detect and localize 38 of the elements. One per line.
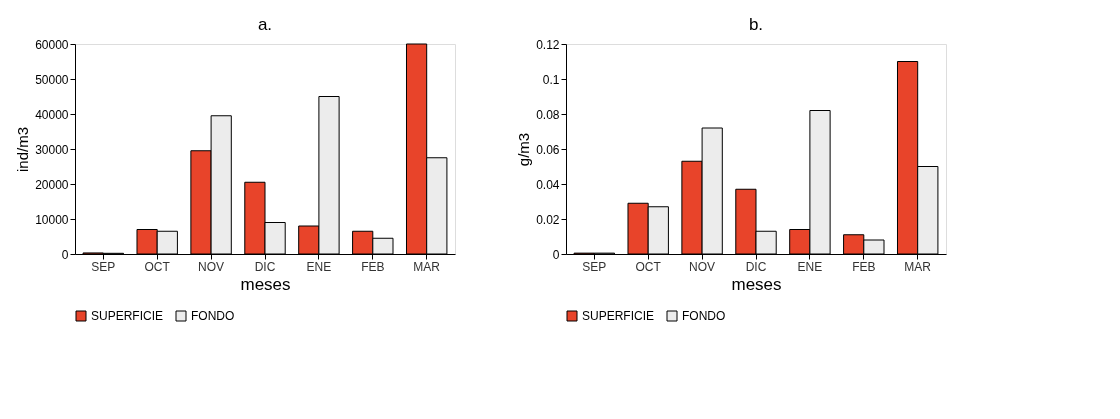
y-tick-label: 0.12 (536, 37, 560, 52)
x-axis-title: meses (731, 274, 782, 294)
y-axis-title: ind/m3 (14, 126, 32, 173)
x-axis-title: meses (240, 274, 291, 294)
x-tick-label: OCT (635, 259, 662, 274)
y-axis-title: g/m3 (515, 132, 533, 167)
y-tick-label: 10000 (35, 212, 69, 227)
x-tick-label: MAR (413, 259, 441, 274)
chart-title: a. (257, 15, 273, 34)
legend-label: FONDO (191, 309, 235, 323)
y-tick-label: 0.06 (536, 142, 560, 157)
y-tick-label: 30000 (35, 142, 69, 157)
x-tick-label: SEP (582, 259, 607, 274)
x-tick-label: OCT (144, 259, 171, 274)
x-tick-label: ENE (797, 259, 823, 274)
y-tick-label: 0 (61, 247, 69, 262)
y-tick-label: 40000 (35, 107, 69, 122)
y-tick-label: 0.08 (536, 107, 560, 122)
x-tick-label: DIC (254, 259, 276, 274)
x-tick-label: ENE (306, 259, 332, 274)
x-tick-label: SEP (91, 259, 116, 274)
y-tick-label: 60000 (35, 37, 69, 52)
chart-title: b. (748, 15, 764, 34)
y-tick-label: 0.04 (536, 177, 560, 192)
x-tick-label: DIC (745, 259, 767, 274)
x-tick-label: FEB (852, 259, 876, 274)
y-tick-label: 0.02 (536, 212, 560, 227)
legend-label: SUPERFICIE (582, 309, 655, 323)
legend-label: SUPERFICIE (91, 309, 164, 323)
x-tick-label: NOV (689, 259, 716, 274)
y-tick-label: 20000 (35, 177, 69, 192)
x-tick-label: NOV (198, 259, 225, 274)
x-tick-label: MAR (904, 259, 932, 274)
y-tick-label: 0 (552, 247, 560, 262)
y-tick-label: 0.1 (542, 72, 560, 87)
x-tick-label: FEB (361, 259, 385, 274)
legend-label: FONDO (682, 309, 726, 323)
y-tick-label: 50000 (35, 72, 69, 87)
